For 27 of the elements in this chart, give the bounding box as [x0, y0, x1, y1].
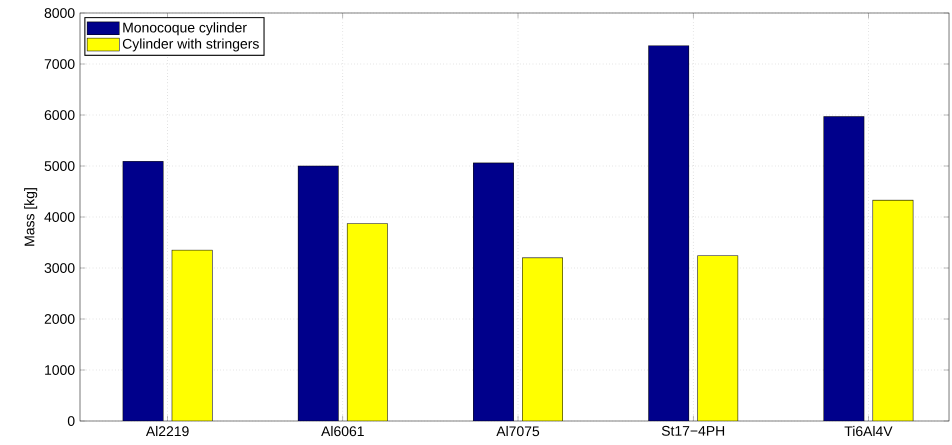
x-tick-label: Al6061 [321, 426, 364, 436]
y-axis-title: Mass [kg] [24, 188, 38, 246]
y-tick-label: 4000 [44, 212, 75, 222]
bar [872, 200, 914, 421]
y-tick-label: 0 [68, 416, 75, 426]
legend-label: Monocoque cylinder [123, 22, 247, 36]
bar [346, 223, 388, 421]
bar [298, 166, 339, 421]
legend-label: Cylinder with stringers [122, 38, 259, 52]
y-tick-label: 1000 [45, 365, 75, 375]
bar [823, 116, 864, 421]
bar [648, 45, 690, 421]
y-tick-label: 6000 [44, 110, 75, 120]
bar [697, 255, 738, 421]
bar [473, 162, 514, 421]
bar [522, 258, 563, 421]
y-tick-label: 8000 [44, 8, 75, 18]
y-tick-label: 7000 [44, 59, 75, 69]
y-tick-label: 3000 [44, 263, 75, 273]
y-tick-label: 5000 [44, 161, 75, 171]
x-tick-label: Ti6Al4V [844, 426, 892, 436]
x-tick-label: St17−4PH [662, 426, 724, 436]
x-tick-label: Al7075 [496, 426, 540, 436]
bar [172, 250, 213, 421]
y-tick-label: 2000 [44, 314, 75, 324]
bar [122, 161, 164, 421]
x-tick-label: Al2219 [146, 426, 189, 436]
